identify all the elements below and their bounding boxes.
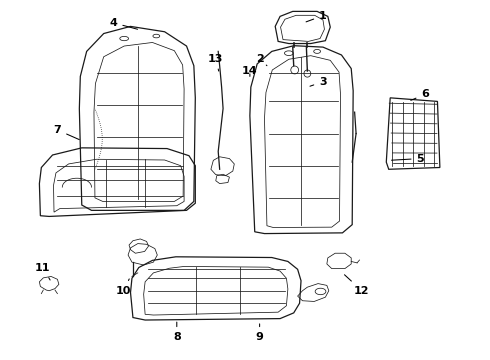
Text: 14: 14 (242, 66, 258, 76)
Text: 12: 12 (344, 275, 369, 296)
Text: 4: 4 (109, 18, 138, 29)
Text: 3: 3 (310, 77, 327, 87)
Text: 7: 7 (53, 125, 79, 140)
Text: 9: 9 (256, 324, 264, 342)
Text: 1: 1 (306, 11, 327, 22)
Text: 2: 2 (256, 54, 267, 66)
Text: 11: 11 (35, 262, 50, 280)
Text: 6: 6 (411, 89, 429, 100)
Text: 10: 10 (116, 279, 131, 296)
Text: 8: 8 (173, 322, 181, 342)
Text: 5: 5 (392, 154, 424, 163)
Text: 13: 13 (208, 54, 223, 71)
